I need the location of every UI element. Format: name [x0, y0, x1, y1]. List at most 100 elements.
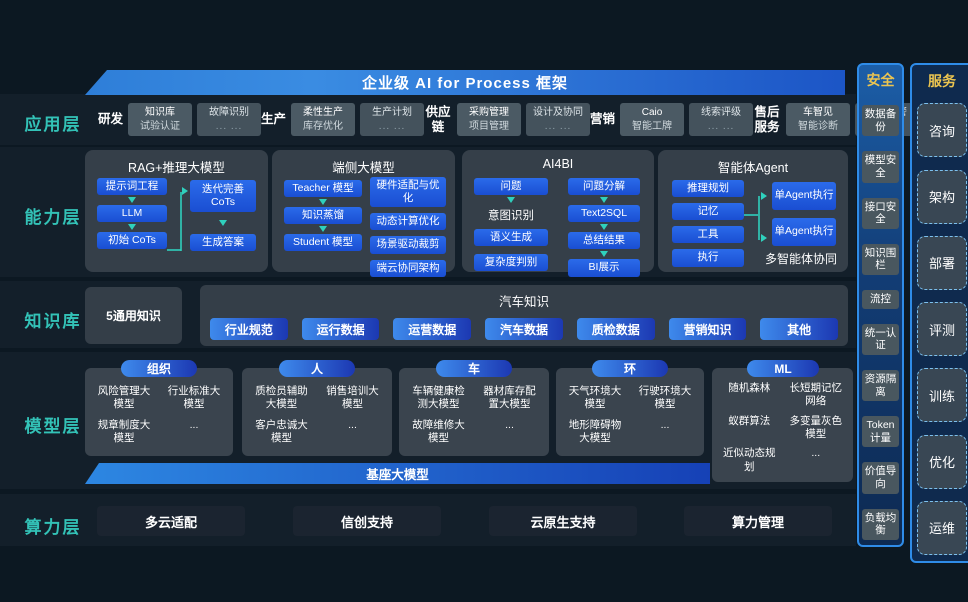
service-item: 运维 — [917, 500, 967, 555]
flow-connector-line — [758, 196, 760, 240]
model-item: 质检员辅助大模型 — [255, 384, 308, 410]
flow-connector-line — [167, 249, 181, 251]
app-tile-line: 知识库 — [145, 107, 176, 118]
model-group-header-ml: ML — [747, 360, 819, 377]
app-tile-line: 智能诊断 — [798, 120, 839, 132]
model-group-header-environment: 环 — [592, 360, 668, 377]
node-llm: LLM — [97, 205, 167, 223]
flow-arrow-right-icon — [761, 234, 767, 242]
model-item: ... — [660, 419, 670, 432]
flow-arrow-down-icon — [600, 251, 608, 258]
general-knowledge-box: 5通用知识 — [85, 287, 182, 344]
security-column: 安全 数据备份 模型安全 接口安全 知识围栏 流控 统一认证 资源隔离 Toke… — [857, 63, 904, 547]
app-tile-line: 智能工牌 — [632, 120, 673, 132]
model-item: 销售培训大模型 — [326, 384, 379, 410]
model-item: 多变量灰色模型 — [789, 414, 843, 440]
knowledge-pill: 其他 — [760, 318, 839, 340]
node-edge-cloud-arch: 端云协同架构 — [370, 259, 446, 277]
security-item: 负载均衡 — [862, 508, 899, 540]
compute-box-cloudnative: 云原生支持 — [489, 506, 637, 536]
model-item: 行驶环境大模型 — [638, 384, 692, 410]
auto-knowledge-title: 汽车知识 — [498, 295, 549, 309]
layer-label-compute: 算力层 — [24, 518, 82, 537]
framework-title: 企业级 AI for Process 框架 — [361, 75, 569, 92]
rag-left-column: 提示词工程 LLM 初始 CoTs — [97, 178, 167, 250]
model-item: 故障维修大模型 — [412, 419, 465, 445]
service-item: 评测 — [917, 302, 967, 357]
service-item: 训练 — [917, 368, 967, 423]
panel-title: 端侧大模型 — [332, 161, 395, 175]
model-item: 客户忠诚大模型 — [255, 419, 308, 445]
app-tile: 设计及协同 ... ... — [526, 103, 591, 136]
model-item: 车辆健康检测大模型 — [412, 384, 465, 410]
agent-right-column: 单Agent执行 单Agent执行 — [772, 182, 836, 246]
app-tile-line: ... ... — [544, 120, 572, 132]
knowledge-pill: 质检数据 — [576, 318, 655, 340]
layer-label-application: 应用层 — [24, 115, 82, 134]
app-tile: 采购管理 项目管理 — [457, 103, 522, 136]
app-tile: Caio 智能工牌 — [620, 103, 685, 136]
service-column: 服务 咨询 架构 部署 评测 训练 优化 运维 — [910, 63, 968, 563]
model-group-header-org: 组织 — [121, 360, 197, 377]
app-group-name: 售后服务 — [754, 104, 780, 134]
ai4bi-left-column: 问题 意图识别 语义生成 复杂度判别 — [474, 178, 548, 272]
security-item: 流控 — [862, 290, 899, 309]
security-item: 数据备份 — [862, 105, 899, 137]
security-item: 模型安全 — [862, 151, 899, 183]
compute-box-management: 算力管理 — [684, 506, 832, 536]
app-tile: 线索评级 ... ... — [689, 103, 754, 136]
app-tile-line: 库存优化 — [303, 120, 344, 132]
panel-agent: 智能体Agent 推理规划 记忆 工具 执行 单Agent执行 单Agent执行… — [658, 150, 848, 272]
node-semantic-generation: 语义生成 — [474, 229, 548, 247]
model-item: 器材库存配置大模型 — [483, 384, 536, 410]
model-item: 地形障碍物大模型 — [568, 419, 622, 445]
model-group-vehicle: 车辆健康检测大模型 器材库存配置大模型 故障维修大模型 ... — [399, 368, 549, 456]
knowledge-pill: 行业规范 — [210, 318, 288, 340]
model-item: 行业标准大模型 — [167, 384, 221, 410]
app-tile-line: 试验认证 — [140, 120, 181, 132]
node-iterate-cots: 迭代完善CoTs — [190, 180, 256, 212]
flow-arrow-down-icon — [128, 224, 136, 231]
node-scene-pruning: 场景驱动裁剪 — [370, 236, 446, 254]
service-item: 部署 — [917, 235, 967, 290]
node-tools: 工具 — [672, 226, 744, 244]
flow-arrow-down-icon — [319, 199, 327, 206]
app-tile-line: 故障识别 — [209, 107, 250, 118]
node-intent-recognition: 意图识别 — [488, 210, 534, 223]
node-hardware-optimization: 硬件适配与优化 — [370, 177, 446, 208]
knowledge-pill: 营销知识 — [668, 318, 747, 340]
model-group-ml: 随机森林 长短期记忆网络 蚁群算法 多变量灰色模型 近似动态规划 ... — [712, 368, 853, 482]
flow-arrow-down-icon — [600, 224, 608, 231]
node-memory: 记忆 — [672, 203, 744, 221]
app-group-marketing: 营销 Caio 智能工牌 线索评级 ... ... — [590, 103, 754, 136]
model-item: 蚁群算法 — [728, 414, 771, 427]
model-group-header-people: 人 — [279, 360, 355, 377]
service-item: 架构 — [917, 169, 967, 224]
panel-rag: RAG+推理大模型 提示词工程 LLM 初始 CoTs 迭代完善CoTs 生成答… — [85, 150, 268, 272]
panel-edge-model: 端侧大模型 Teacher 模型 知识蒸馏 Student 模型 硬件适配与优化… — [272, 150, 455, 277]
node-text2sql: Text2SQL — [568, 205, 640, 223]
model-item: ... — [505, 419, 514, 432]
node-summarize-results: 总结结果 — [568, 232, 640, 250]
app-tile-line: 设计及协同 — [533, 107, 584, 118]
node-single-agent-exec: 单Agent执行 — [772, 182, 836, 210]
model-item: 天气环境大模型 — [568, 384, 622, 410]
app-tile-line: ... ... — [378, 120, 406, 132]
app-group-name: 供应链 — [425, 104, 451, 134]
app-tile: 故障识别 ... ... — [197, 103, 262, 136]
flow-arrow-down-icon — [319, 226, 327, 233]
flow-arrow-right-icon — [761, 192, 767, 200]
app-tile-line: 采购管理 — [469, 107, 510, 118]
app-group-name: 营销 — [590, 112, 616, 126]
edge-left-column: Teacher 模型 知识蒸馏 Student 模型 — [284, 180, 362, 252]
node-prompt-engineering: 提示词工程 — [97, 178, 167, 196]
model-group-environment: 天气环境大模型 行驶环境大模型 地形障碍物大模型 ... — [556, 368, 704, 456]
panel-title: RAG+推理大模型 — [128, 161, 225, 175]
knowledge-pill: 汽车数据 — [485, 318, 563, 340]
node-question: 问题 — [474, 178, 548, 196]
flow-arrow-down-icon — [128, 197, 136, 204]
app-tile-line: ... ... — [215, 120, 243, 132]
app-group-name: 生产 — [261, 112, 287, 126]
security-title: 安全 — [866, 72, 895, 88]
model-group-people: 质检员辅助大模型 销售培训大模型 客户忠诚大模型 ... — [242, 368, 392, 456]
